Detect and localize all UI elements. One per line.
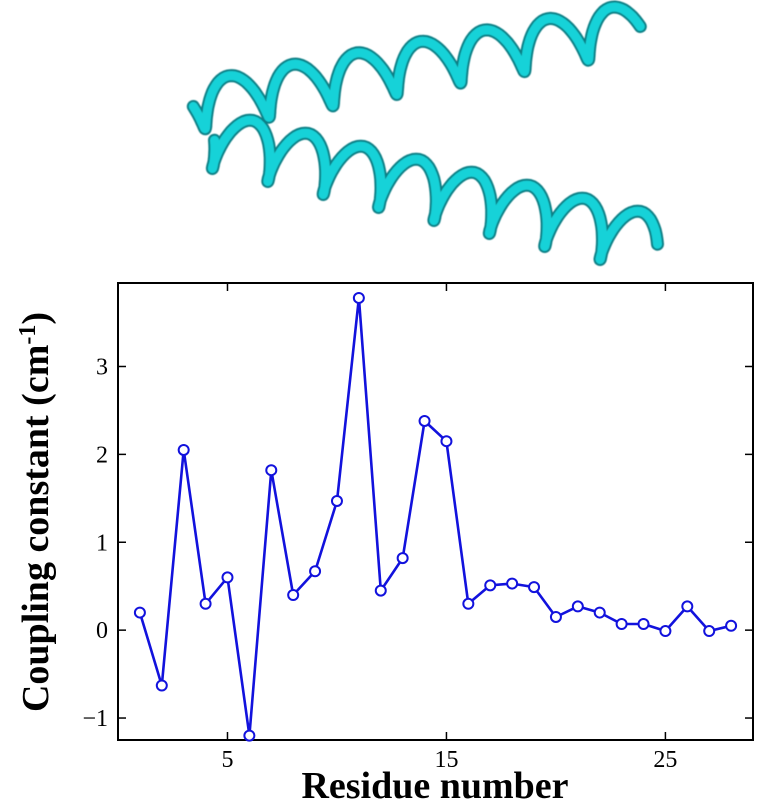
y-axis-label: Coupling constant (cm-1) (15, 312, 57, 712)
x-tick-marks (226, 283, 667, 740)
helix-upper-shadow (186, 0, 647, 136)
x-axis-label: Residue number (301, 765, 568, 806)
plot-frame (117, 282, 754, 741)
data-point (440, 435, 453, 448)
helix-upper (188, 2, 645, 134)
x-tick-label: 25 (653, 747, 677, 773)
data-point (418, 414, 431, 427)
data-point (330, 494, 343, 507)
data-point (506, 577, 519, 590)
data-point (725, 619, 738, 632)
data-point (528, 581, 541, 594)
data-point (155, 679, 168, 692)
data-point (221, 571, 234, 584)
data-point (593, 606, 606, 619)
y-tick-label: 2 (96, 442, 108, 468)
data-point (571, 600, 584, 613)
y-tick-marks (118, 365, 753, 719)
y-axis-label-superscript: -1 (15, 325, 41, 345)
y-tick-label: −1 (82, 706, 108, 732)
data-point (637, 617, 650, 630)
x-tick-labels: 5 15 25 (221, 747, 677, 773)
data-point (133, 606, 146, 619)
data-point (243, 729, 256, 742)
data-point (659, 625, 672, 638)
x-tick-label: 15 (434, 747, 458, 773)
data-point (615, 617, 628, 630)
data-point (287, 588, 300, 601)
y-tick-label: 1 (96, 530, 108, 556)
data-point (703, 625, 716, 638)
y-tick-label: 3 (96, 354, 108, 380)
x-tick-label: 5 (221, 747, 233, 773)
helix-lower (207, 115, 662, 264)
data-point (396, 552, 409, 565)
data-point (462, 597, 475, 610)
y-axis-label-close: ) (15, 312, 57, 325)
data-point (681, 600, 694, 613)
data-point (265, 464, 278, 477)
data-point (199, 597, 212, 610)
chart: 5 15 25 −1 0 1 2 3 Residue number Coupling con… (15, 282, 754, 806)
y-axis-label-main: Coupling constant (cm (15, 345, 57, 712)
series-line (138, 296, 732, 737)
y-tick-labels: −1 0 1 2 3 (82, 354, 108, 732)
data-point (484, 579, 497, 592)
series-markers (133, 291, 738, 742)
data-point (549, 610, 562, 623)
data-point (374, 584, 387, 597)
data-point (177, 443, 190, 456)
helix-ribbon-icon (186, 0, 664, 266)
data-point (309, 565, 322, 578)
data-point (352, 291, 365, 304)
y-tick-label: 0 (96, 618, 108, 644)
